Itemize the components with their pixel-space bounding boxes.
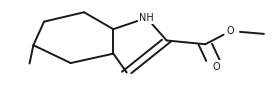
Text: O: O (212, 62, 220, 72)
Text: NH: NH (139, 13, 154, 23)
Text: O: O (227, 26, 234, 36)
